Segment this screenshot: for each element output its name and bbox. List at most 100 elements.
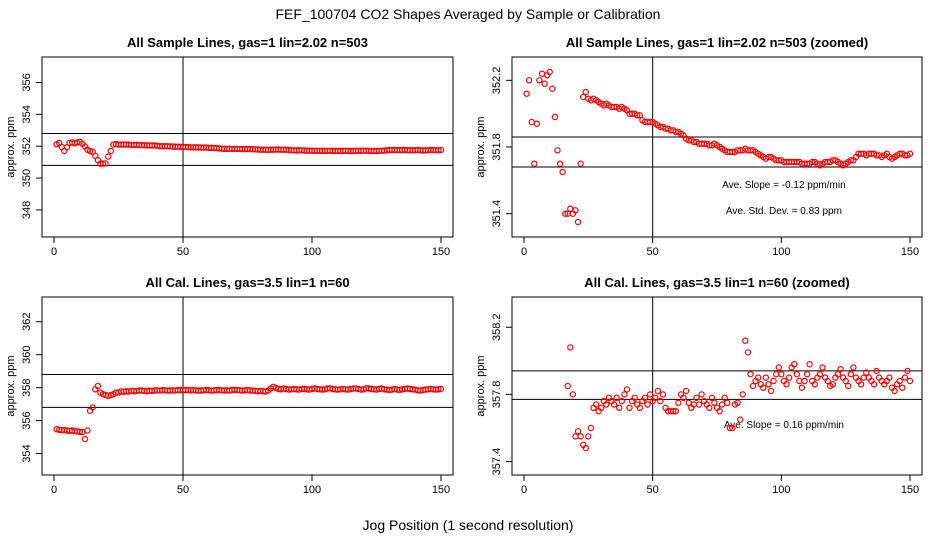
data-point — [654, 387, 662, 395]
data-point — [107, 147, 115, 155]
y-tick-label: 352.2 — [491, 67, 503, 95]
x-tick-label: 100 — [772, 246, 790, 258]
data-point — [99, 160, 107, 167]
x-tick-label: 100 — [772, 484, 790, 496]
data-point — [834, 371, 842, 378]
data-point — [847, 371, 855, 378]
data-point — [531, 160, 538, 167]
panel-3: All Cal. Lines, gas=3.5 lin=1 n=60 approx… — [5, 275, 454, 496]
data-point — [528, 118, 535, 126]
data-point — [680, 394, 687, 401]
data-point — [613, 394, 620, 401]
x-tick-label: 50 — [647, 246, 659, 258]
x-tick-label: 150 — [901, 484, 919, 496]
data-point — [538, 70, 546, 77]
data-point — [726, 424, 734, 432]
data-point — [562, 210, 569, 217]
data-point — [437, 385, 445, 393]
data-point — [585, 433, 592, 440]
data-point — [94, 382, 102, 390]
data-point — [806, 361, 813, 368]
y-tick-label: 354 — [21, 444, 33, 462]
data-point — [718, 401, 726, 408]
y-tick-label: 358.2 — [491, 313, 503, 341]
data-point — [816, 371, 824, 378]
data-point — [906, 150, 914, 157]
data-point — [580, 93, 587, 101]
data-point — [582, 444, 590, 452]
y-tick-label: 351.8 — [491, 133, 503, 161]
data-point — [587, 424, 595, 432]
y-tick-label: 352 — [21, 137, 33, 155]
data-point — [682, 387, 690, 395]
data-point — [621, 391, 628, 398]
data-point — [773, 371, 780, 378]
plot-frame — [41, 296, 454, 476]
data-point — [536, 77, 543, 84]
data-point — [641, 394, 649, 401]
data-point — [636, 112, 644, 119]
data-point — [770, 377, 777, 385]
panel-annotation: Ave. Slope = -0.12 ppm/min — [722, 180, 846, 191]
y-tick-label: 351.4 — [491, 200, 503, 228]
data-point — [693, 394, 700, 401]
data-series — [53, 138, 445, 167]
data-point — [734, 399, 741, 406]
data-point — [747, 371, 754, 378]
data-point — [803, 371, 811, 378]
data-series — [564, 337, 914, 452]
y-tick-label: 360 — [21, 346, 33, 364]
data-point — [546, 68, 553, 76]
data-point — [572, 433, 579, 440]
data-point — [899, 384, 906, 391]
data-point — [616, 404, 623, 411]
data-point — [793, 371, 801, 378]
data-point — [644, 401, 651, 408]
data-point — [711, 399, 718, 406]
data-point — [845, 382, 852, 390]
y-axis-label: approx. ppm — [5, 355, 17, 416]
y-tick-label: 348 — [21, 201, 33, 219]
data-point — [577, 160, 584, 167]
data-point — [610, 401, 618, 408]
plot-frame — [511, 296, 923, 476]
data-point — [744, 349, 752, 356]
data-point — [104, 153, 112, 160]
data-point — [819, 364, 826, 371]
y-tick-label: 358 — [21, 378, 33, 396]
data-point — [762, 374, 770, 381]
data-point — [896, 377, 903, 385]
data-point — [672, 408, 680, 415]
data-point — [891, 387, 898, 395]
data-point — [564, 382, 571, 390]
figure-xlabel: Jog Position (1 second resolution) — [363, 517, 574, 533]
data-point — [785, 374, 793, 381]
panel-title: All Cal. Lines, gas=3.5 lin=1 n=60 (zoom… — [584, 275, 850, 290]
data-point — [84, 427, 91, 434]
panel-annotation: Ave. Std. Dev. = 0.83 ppm — [726, 206, 842, 217]
data-point — [708, 394, 716, 401]
data-point — [824, 377, 831, 385]
x-tick-label: 100 — [303, 246, 321, 258]
x-tick-label: 50 — [177, 246, 189, 258]
data-point — [775, 364, 783, 371]
y-axis-label: approx. ppm — [475, 116, 487, 177]
data-point — [603, 401, 610, 408]
data-point — [569, 391, 577, 398]
data-point — [556, 160, 564, 167]
data-point — [847, 157, 855, 164]
data-point — [760, 384, 767, 391]
data-point — [765, 381, 772, 388]
data-point — [791, 361, 798, 368]
data-point — [695, 401, 703, 408]
data-point — [729, 424, 736, 432]
y-tick-label: 357.4 — [491, 448, 503, 476]
data-point — [646, 391, 654, 398]
data-point — [636, 404, 644, 411]
data-point — [904, 367, 911, 375]
data-point — [737, 416, 744, 423]
data-point — [623, 386, 631, 393]
data-point — [742, 337, 749, 344]
data-point — [798, 384, 806, 391]
